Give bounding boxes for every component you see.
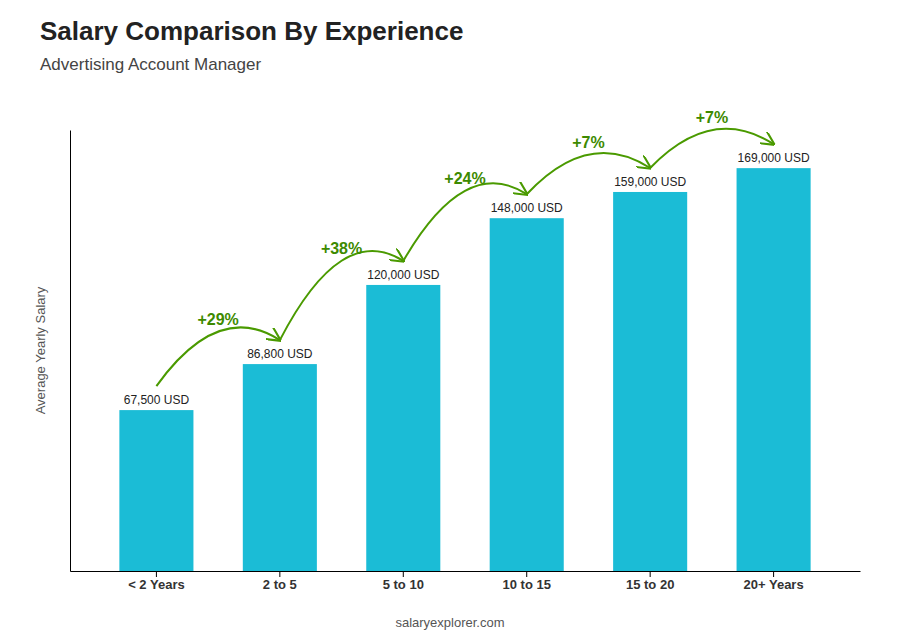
change-arrow [156,327,279,386]
x-tick: < 2 Years [128,571,185,592]
bar [490,218,564,571]
y-axis [70,131,71,572]
x-tick-mark [650,571,651,577]
x-tick-mark [279,571,280,577]
x-tick-mark [403,571,404,577]
x-tick-label: 5 to 10 [383,577,424,592]
data-label: 169,000 USD [738,151,810,165]
y-axis-line [70,131,71,572]
bar [366,285,440,571]
subtitle: Advertising Account Manager [40,55,261,74]
change-label: +38% [321,240,362,257]
change-label: +7% [696,109,728,126]
y-axis-title: Average Yearly Salary [33,286,48,414]
change-label: +7% [572,134,604,151]
bars [119,168,810,571]
x-tick-label: < 2 Years [128,577,185,592]
x-tick-mark [526,571,527,577]
bar [243,364,317,571]
x-tick: 5 to 10 [383,571,424,592]
bar [119,410,193,571]
title: Salary Comparison By Experience [40,16,463,46]
change-arrow [527,153,650,194]
change-arrow [650,129,773,168]
x-tick: 2 to 5 [263,571,297,592]
x-tick-mark [156,571,157,577]
data-label: 67,500 USD [124,393,190,407]
data-label: 148,000 USD [491,201,563,215]
data-labels: 67,500 USD 86,800 USD 120,000 USD 148,000 U… [124,151,810,407]
data-label: 120,000 USD [367,268,439,282]
x-tick: 20+ Years [744,571,804,592]
x-tick: 10 to 15 [503,571,551,592]
chart: Salary Comparison By Experience Advertisi… [0,0,900,641]
data-label: 159,000 USD [614,175,686,189]
change-annotations: +29% +38% +24% +7% +7% [156,109,773,386]
x-tick-label: 2 to 5 [263,577,297,592]
x-tick-mark [773,571,774,577]
x-tick-label: 10 to 15 [503,577,551,592]
change-label: +24% [444,170,485,187]
x-axis-line [71,571,861,572]
caption: salaryexplorer.com [395,615,504,630]
bar [613,192,687,571]
change-arrow [403,183,526,261]
x-axis: < 2 Years 2 to 5 5 to 10 10 to 15 15 to 20 20… [71,571,861,592]
bar [737,168,811,571]
data-label: 86,800 USD [247,347,313,361]
x-tick-label: 15 to 20 [626,577,674,592]
change-label: +29% [197,311,238,328]
x-tick: 15 to 20 [626,571,674,592]
x-tick-label: 20+ Years [744,577,804,592]
change-arrow [280,251,403,340]
